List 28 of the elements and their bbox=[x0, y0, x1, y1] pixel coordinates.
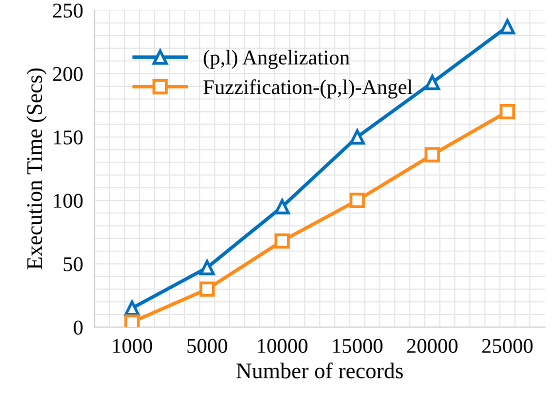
x-tick-label: 5000 bbox=[187, 338, 228, 353]
x-axis-title: Number of records bbox=[236, 362, 403, 378]
point bbox=[500, 19, 515, 34]
x-tick-label: 1000 bbox=[113, 338, 152, 353]
point bbox=[124, 300, 140, 316]
x-tick-label: 25000 bbox=[482, 338, 533, 353]
y-tick-label: 150 bbox=[54, 130, 83, 144]
point bbox=[500, 104, 515, 120]
point bbox=[274, 199, 290, 214]
x-tick-label: 10000 bbox=[258, 338, 308, 353]
point bbox=[199, 282, 215, 297]
point bbox=[350, 129, 365, 145]
point bbox=[424, 147, 440, 162]
y-tick-label: 0 bbox=[74, 320, 83, 335]
point bbox=[199, 260, 215, 276]
point bbox=[124, 314, 140, 328]
y-tick-label: 250 bbox=[53, 4, 83, 18]
point bbox=[350, 192, 365, 208]
point bbox=[424, 74, 440, 90]
x-tick-label: 15000 bbox=[333, 338, 382, 353]
legend-label: (p,l) Angelization bbox=[204, 50, 350, 69]
legend-label: Fuzzification-(p,l)-Angel bbox=[203, 79, 412, 98]
y-tick-label: 100 bbox=[54, 194, 83, 208]
y-tick-label: 50 bbox=[64, 257, 83, 272]
y-axis-title: Execution Time (Secs) bbox=[26, 68, 47, 270]
y-tick-label: 200 bbox=[53, 66, 83, 82]
x-tick-label: 20000 bbox=[407, 338, 458, 353]
point bbox=[274, 233, 290, 249]
